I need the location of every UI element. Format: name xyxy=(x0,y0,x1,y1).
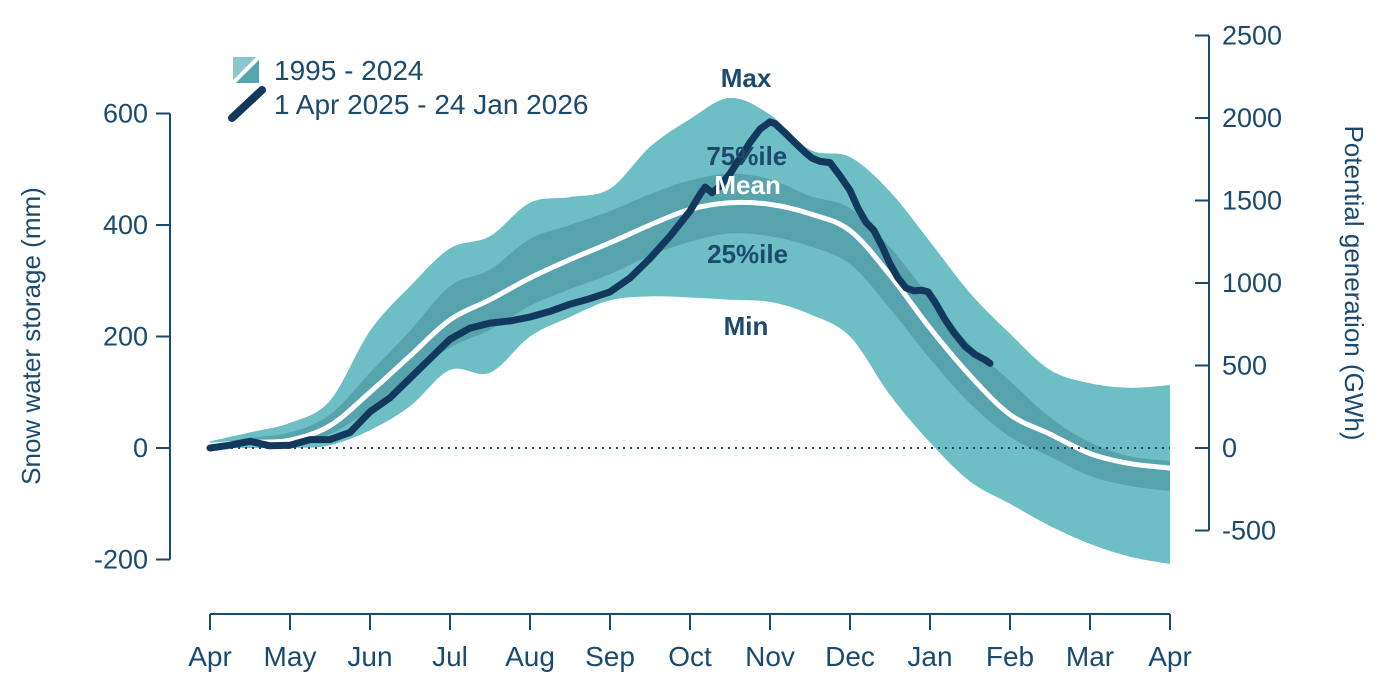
right-axis-title: Potential generation (GWh) xyxy=(1339,125,1369,440)
annotation-min: Min xyxy=(724,311,769,341)
x-axis-month-label: Jan xyxy=(907,641,952,672)
right-axis-tick-label: 500 xyxy=(1222,351,1267,381)
x-axis-month-label: Mar xyxy=(1066,641,1114,672)
x-axis-month-label: Oct xyxy=(668,641,712,672)
x-axis-month-label: Apr xyxy=(188,641,232,672)
left-axis-tick-label: 0 xyxy=(133,433,148,463)
x-axis-month-label: Feb xyxy=(986,641,1034,672)
annotation-max: Max xyxy=(721,63,772,93)
left-axis: 600 400 200 0 -200 Snow water storage (mm) xyxy=(16,99,171,575)
x-axis-month-label: May xyxy=(264,641,317,672)
right-axis-tick-label: 2000 xyxy=(1222,103,1282,133)
x-axis-month-label: Dec xyxy=(825,641,875,672)
annotation-mean: Mean xyxy=(714,170,780,200)
x-axis-month-label: Apr xyxy=(1148,641,1192,672)
legend-swatch-band-divider xyxy=(231,55,261,85)
minmax-band-1995-2024 xyxy=(210,97,1170,564)
left-axis-tick-label: 200 xyxy=(103,322,148,352)
right-axis-tick-label: 2500 xyxy=(1222,21,1282,51)
right-axis: 2500 2000 1500 1000 500 0 -500 Potential genera… xyxy=(1195,21,1369,546)
left-axis-tick-label: -200 xyxy=(94,545,148,575)
legend-label-current-season: 1 Apr 2025 - 24 Jan 2026 xyxy=(274,89,588,120)
annotation-25ile: 25%ile xyxy=(707,239,788,269)
right-axis-tick-label: -500 xyxy=(1222,516,1276,546)
left-axis-title: Snow water storage (mm) xyxy=(16,187,46,485)
left-axis-tick-label: 600 xyxy=(103,99,148,129)
current-season-line xyxy=(206,118,994,452)
x-axis-month-label: Sep xyxy=(585,641,635,672)
left-axis-tick-label: 400 xyxy=(103,210,148,240)
x-axis-month-label: Jun xyxy=(347,641,392,672)
x-axis-month-label: Jul xyxy=(432,641,468,672)
x-axis-month-label: Nov xyxy=(745,641,795,672)
interquartile-band-1995-2024 xyxy=(210,173,1170,491)
x-axis-month-label: Aug xyxy=(505,641,555,672)
legend-swatch-current-line xyxy=(228,86,266,122)
annotation-75ile: 75%ile xyxy=(706,141,787,171)
right-axis-tick-label: 1000 xyxy=(1222,268,1282,298)
legend-label-climatology: 1995 - 2024 xyxy=(274,55,423,86)
bottom-axis: Apr May Jun Jul Aug Sep Oct Nov Dec Jan Feb Mar Apr xyxy=(188,613,1192,672)
right-axis-tick-label: 0 xyxy=(1222,433,1237,463)
right-axis-tick-label: 1500 xyxy=(1222,186,1282,216)
